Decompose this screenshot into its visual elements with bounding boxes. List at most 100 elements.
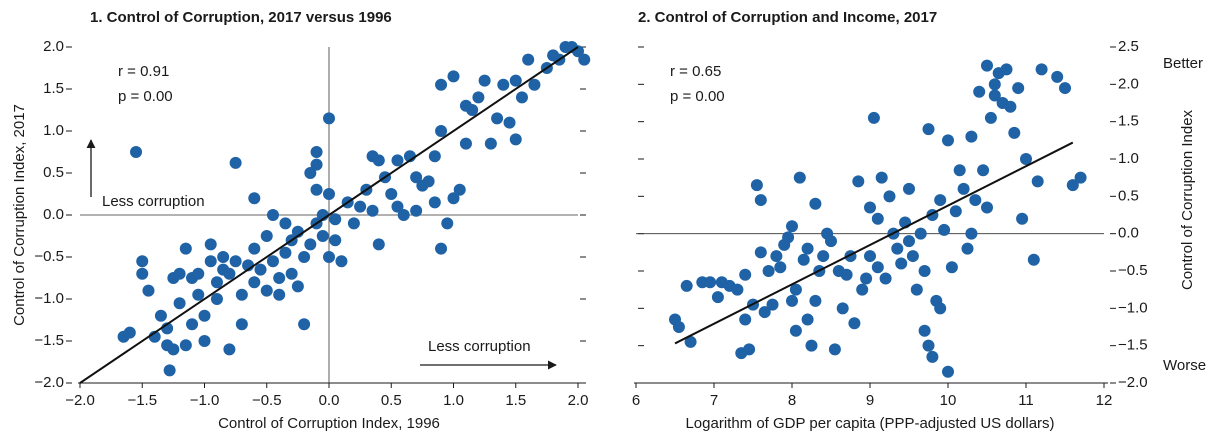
point (273, 288, 286, 301)
point (142, 284, 155, 297)
point (266, 209, 279, 221)
point (1066, 179, 1079, 192)
point (914, 227, 927, 240)
point (961, 242, 974, 255)
x-tick-label: 1.5 (505, 392, 526, 409)
y-tick-label: 0.5 (43, 164, 64, 181)
point (988, 89, 1001, 102)
point (310, 146, 323, 158)
point (173, 297, 186, 310)
point (906, 250, 919, 263)
point (774, 261, 787, 274)
point (298, 318, 311, 331)
point (217, 251, 230, 263)
point (754, 246, 767, 259)
point (809, 294, 822, 307)
point (672, 321, 685, 333)
point (441, 217, 454, 230)
panel-title: 1. Control of Corruption, 2017 versus 19… (90, 9, 392, 26)
point (731, 283, 744, 296)
point (1016, 212, 1029, 225)
point (192, 288, 205, 301)
point (922, 123, 935, 136)
point (867, 111, 880, 124)
point (758, 306, 771, 319)
point (248, 276, 261, 289)
point (1004, 100, 1017, 113)
point (871, 212, 884, 225)
point (852, 175, 865, 188)
point (179, 242, 192, 255)
point (291, 280, 304, 293)
point (210, 276, 223, 289)
point (680, 279, 693, 292)
x-tick-label: 8 (788, 392, 796, 409)
point (840, 268, 853, 281)
point (766, 298, 779, 311)
point (186, 318, 199, 331)
point (750, 179, 763, 192)
point (977, 164, 990, 177)
point (743, 343, 756, 356)
point (953, 164, 966, 177)
point (229, 255, 242, 268)
point (981, 59, 993, 72)
point (428, 196, 441, 209)
y-tick-label: 1.0 (1118, 150, 1139, 167)
point (942, 134, 954, 147)
point (273, 272, 286, 284)
point (304, 167, 317, 179)
y-tick-label: −2.0 (1118, 374, 1148, 391)
point (836, 302, 849, 315)
point (304, 238, 317, 251)
y-tick-label: −1.5 (34, 332, 64, 349)
point (372, 154, 385, 167)
point (903, 182, 915, 195)
point (248, 242, 261, 255)
point (130, 146, 143, 158)
point (266, 255, 279, 268)
point (391, 154, 404, 167)
point (310, 158, 323, 171)
point (491, 112, 504, 125)
x-tick-label: −0.5 (252, 392, 282, 409)
point (167, 343, 180, 356)
point (1020, 153, 1032, 165)
point (179, 339, 192, 352)
point (860, 272, 873, 285)
point (801, 242, 814, 255)
point (801, 313, 814, 326)
point (372, 238, 385, 251)
point (770, 250, 783, 263)
point (711, 291, 724, 304)
point (809, 197, 822, 210)
point (515, 91, 528, 104)
point (335, 255, 348, 268)
point (447, 192, 460, 205)
point (198, 335, 211, 347)
point (466, 104, 479, 116)
point (984, 111, 997, 124)
point (223, 267, 236, 280)
point (310, 183, 323, 196)
point (323, 188, 335, 200)
point (782, 231, 795, 244)
x-axis-label: Logarithm of GDP per capita (PPP-adjuste… (685, 415, 1054, 432)
point (366, 204, 379, 217)
y-tick-label: 1.5 (1118, 113, 1139, 130)
point (739, 268, 752, 281)
point (926, 350, 939, 363)
x-tick-label: 2.0 (568, 392, 589, 409)
point (1008, 126, 1021, 139)
point (789, 283, 802, 296)
y-axis-label: Control of Corruption Index (1179, 109, 1196, 290)
point (503, 116, 516, 129)
x-tick-label: 0.5 (381, 392, 402, 409)
point (918, 265, 931, 277)
point (260, 230, 273, 242)
point (578, 53, 591, 66)
point (459, 137, 472, 150)
y-tick-label: 2.5 (1118, 38, 1139, 55)
point (942, 365, 954, 378)
point (949, 205, 962, 218)
